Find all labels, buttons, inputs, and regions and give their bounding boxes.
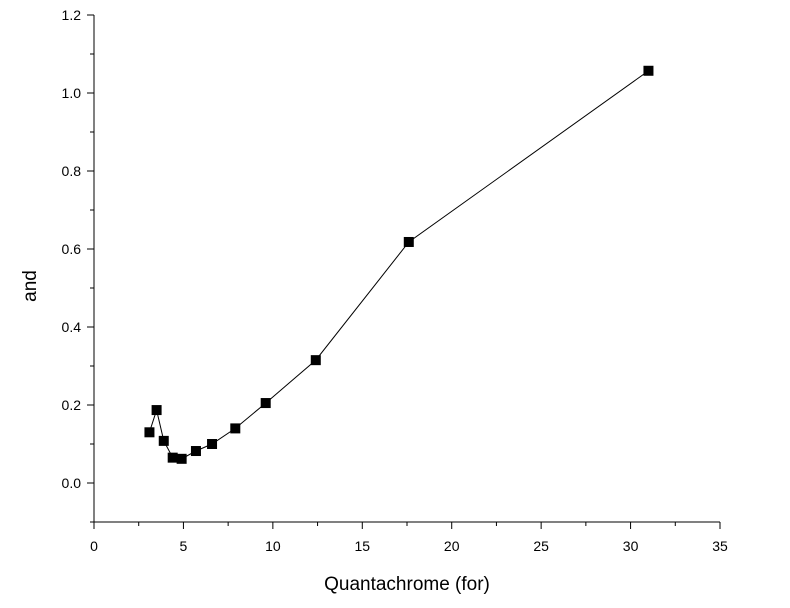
x-tick-label: 0	[90, 538, 98, 554]
series-layer	[144, 65, 654, 464]
y-tick-label: 0.4	[62, 319, 82, 335]
y-tick-label: 1.2	[62, 7, 82, 23]
data-point	[643, 65, 654, 76]
data-point	[176, 453, 187, 464]
y-tick-label: 0.8	[62, 163, 82, 179]
y-tick-label: 1.0	[62, 85, 82, 101]
axes	[93, 15, 720, 523]
x-tick-label: 30	[623, 538, 639, 554]
series-line	[148, 70, 649, 460]
x-tick-label: 25	[533, 538, 549, 554]
y-tick-label: 0.6	[62, 241, 82, 257]
data-point	[403, 236, 414, 247]
x-tick-label: 10	[265, 538, 281, 554]
data-point	[230, 423, 241, 434]
y-tick-label: 0.2	[62, 397, 82, 413]
data-point	[190, 446, 201, 457]
y-axis-label: and	[20, 270, 41, 302]
x-axis-label: Quantachrome (for)	[324, 574, 490, 595]
data-point	[260, 398, 271, 409]
data-point	[144, 427, 155, 438]
x-tick-label: 15	[354, 538, 370, 554]
data-point	[158, 435, 169, 446]
y-tick-label: 0.0	[62, 475, 82, 491]
x-tick-label: 35	[712, 538, 728, 554]
data-point	[151, 405, 162, 416]
x-tick-label: 20	[444, 538, 460, 554]
data-point	[207, 439, 218, 449]
data-point	[310, 355, 321, 366]
ticks: 0 5 10 15 20 25 30 35 0.0 0.2 0.4 0.6 0.8 1.0 1.2	[62, 7, 728, 554]
x-tick-label: 5	[180, 538, 188, 554]
data-point	[167, 452, 178, 463]
